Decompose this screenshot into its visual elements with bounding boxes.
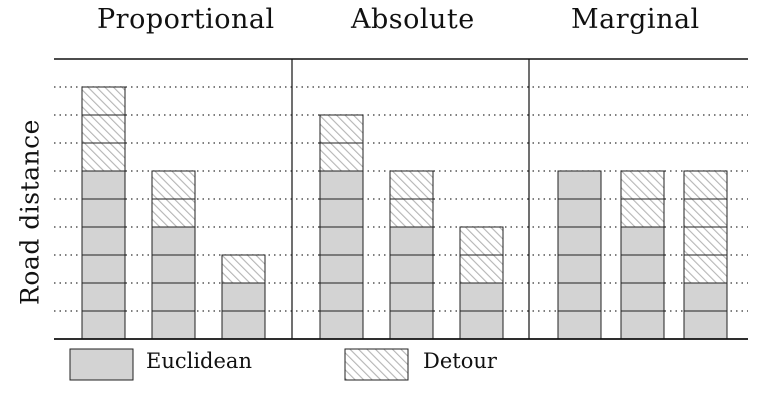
legend-label-euclidean: Euclidean bbox=[146, 349, 252, 373]
bar-segment-euclidean bbox=[151, 282, 196, 312]
bar-segment-detour bbox=[319, 114, 364, 144]
bar-segment-euclidean bbox=[81, 310, 126, 340]
bar-segment-euclidean bbox=[683, 310, 728, 340]
bar-segment-euclidean bbox=[557, 198, 602, 228]
bar-segment-euclidean bbox=[620, 310, 665, 340]
bar-segment-euclidean bbox=[319, 282, 364, 312]
axes bbox=[54, 58, 748, 340]
bar-segment-euclidean bbox=[389, 226, 434, 256]
bar-segment-euclidean bbox=[221, 310, 266, 340]
bar-segment-euclidean bbox=[151, 254, 196, 284]
bar-segment-detour bbox=[459, 254, 504, 284]
bar-segment-euclidean bbox=[557, 226, 602, 256]
bar-segment-detour bbox=[683, 198, 728, 228]
panel-title-proportional: Proportional bbox=[97, 4, 275, 35]
bar-segment-detour bbox=[221, 254, 266, 284]
bar-segment-euclidean bbox=[319, 226, 364, 256]
bar-segment-euclidean bbox=[459, 282, 504, 312]
bar-segment-detour bbox=[389, 198, 434, 228]
legend-label-detour: Detour bbox=[423, 349, 497, 373]
bar-segment-euclidean bbox=[557, 254, 602, 284]
bar-segment-euclidean bbox=[389, 254, 434, 284]
bar-segment-detour bbox=[683, 254, 728, 284]
bar-segment-detour bbox=[683, 226, 728, 256]
bar-segment-detour bbox=[620, 170, 665, 200]
bar-segment-detour bbox=[151, 170, 196, 200]
bar-segment-euclidean bbox=[151, 310, 196, 340]
panel-title-marginal: Marginal bbox=[571, 4, 700, 35]
bar-segment-euclidean bbox=[319, 310, 364, 340]
bar-segment-detour bbox=[389, 170, 434, 200]
bar-segment-detour bbox=[620, 198, 665, 228]
bar-segment-euclidean bbox=[459, 310, 504, 340]
bar-segment-detour bbox=[81, 142, 126, 172]
bar-segment-euclidean bbox=[389, 310, 434, 340]
bar-segment-euclidean bbox=[389, 282, 434, 312]
bar-segment-euclidean bbox=[81, 254, 126, 284]
bar-segment-euclidean bbox=[319, 254, 364, 284]
bar-segment-euclidean bbox=[620, 254, 665, 284]
bar-segment-detour bbox=[81, 114, 126, 144]
bar-segment-detour bbox=[151, 198, 196, 228]
y-axis-label: Road distance bbox=[15, 119, 45, 305]
panel-title-absolute: Absolute bbox=[351, 4, 475, 35]
bar-segment-detour bbox=[81, 86, 126, 116]
bar-segment-euclidean bbox=[151, 226, 196, 256]
bar-segment-detour bbox=[459, 226, 504, 256]
bar-segment-detour bbox=[319, 142, 364, 172]
legend-swatch-detour bbox=[344, 348, 409, 381]
bar-segment-detour bbox=[683, 170, 728, 200]
bar-segment-euclidean bbox=[683, 282, 728, 312]
bar-segment-euclidean bbox=[620, 226, 665, 256]
bar-segment-euclidean bbox=[221, 282, 266, 312]
legend-swatch-euclidean bbox=[69, 348, 134, 381]
bar-segment-euclidean bbox=[81, 226, 126, 256]
bar-segment-euclidean bbox=[319, 198, 364, 228]
bar-segment-euclidean bbox=[81, 198, 126, 228]
bar-segment-euclidean bbox=[557, 282, 602, 312]
bar-segment-euclidean bbox=[557, 310, 602, 340]
bars bbox=[81, 86, 728, 340]
legend bbox=[69, 348, 409, 381]
bar-segment-euclidean bbox=[81, 170, 126, 200]
bar-segment-euclidean bbox=[81, 282, 126, 312]
bar-segment-euclidean bbox=[319, 170, 364, 200]
bar-segment-euclidean bbox=[620, 282, 665, 312]
bar-segment-euclidean bbox=[557, 170, 602, 200]
